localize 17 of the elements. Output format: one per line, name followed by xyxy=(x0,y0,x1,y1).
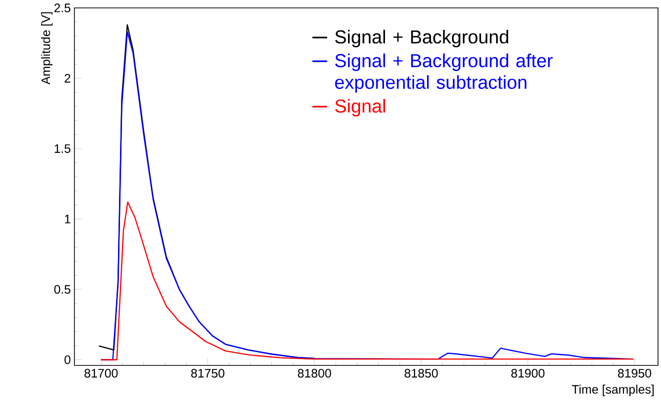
y-tick-label: 1 xyxy=(65,214,70,224)
y-tick-label: 2 xyxy=(64,74,70,83)
y-axis-title: Amplitude [V] xyxy=(41,12,53,85)
x-tick-label: 81950 xyxy=(618,368,652,378)
x-axis-title: Time [samples] xyxy=(572,384,654,396)
y-tick-label: 1.5 xyxy=(54,144,70,154)
legend-label: Signal + Background after exponential subtraction xyxy=(335,54,553,93)
x-tick-label: 81900 xyxy=(511,368,544,378)
x-tick-label: 81750 xyxy=(191,368,224,378)
x-tick-label: 81800 xyxy=(298,368,332,378)
legend-label: Signal xyxy=(335,99,386,116)
legend-label: Signal + Background xyxy=(335,30,508,48)
y-tick-label: 0.5 xyxy=(54,285,70,294)
x-tick-label: 81700 xyxy=(84,368,118,378)
y-tick-label: 2.5 xyxy=(54,4,70,12)
x-tick-label: 81850 xyxy=(404,368,438,378)
y-tick-label: 0 xyxy=(64,356,70,364)
